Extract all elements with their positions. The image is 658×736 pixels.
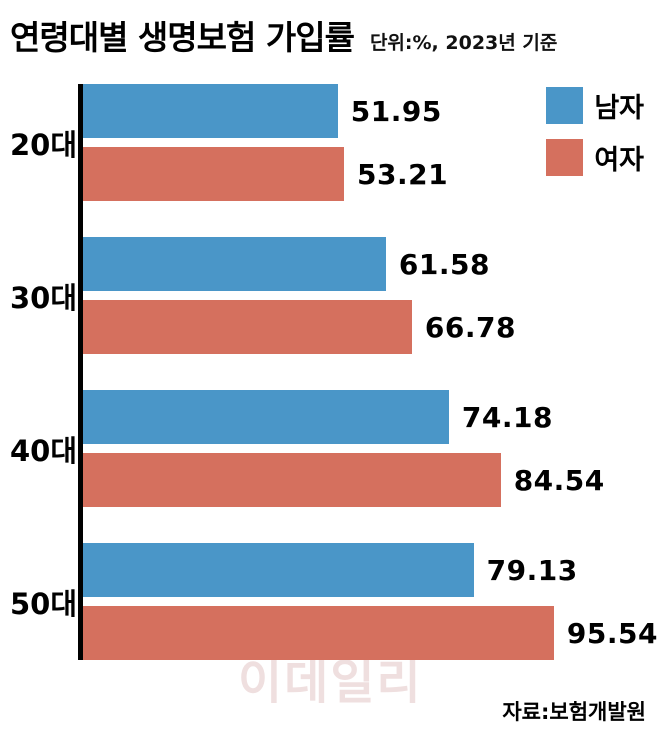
category-label: 50대 <box>10 586 78 621</box>
category-label: 30대 <box>10 280 78 315</box>
bar-row: 53.21 <box>78 147 658 201</box>
bar-row: 84.54 <box>78 453 658 507</box>
legend-label: 여자 <box>594 145 644 176</box>
chart-group-50: 50대 79.13 95.54 <box>8 543 658 660</box>
bar-pair: 74.18 84.54 <box>78 390 658 507</box>
bar-pair: 61.58 66.78 <box>78 237 658 354</box>
category-label: 40대 <box>10 433 78 468</box>
bar-female-group2 <box>78 453 501 507</box>
bar-female-group1 <box>78 300 412 354</box>
unit-note: 단위:%, 2023년 기준 <box>369 32 558 54</box>
bar-male-group2 <box>78 390 449 444</box>
value-label: 66.78 <box>424 310 516 344</box>
legend-swatch-female <box>546 139 584 176</box>
legend-label: 남자 <box>594 93 644 124</box>
bar-row: 79.13 <box>78 543 658 597</box>
bar-male-group1 <box>78 237 386 291</box>
bar-male-group3 <box>78 543 474 597</box>
chart-group-30: 30대 61.58 66.78 <box>8 237 658 354</box>
value-label: 51.95 <box>350 94 442 128</box>
bar-female-group0 <box>78 147 345 201</box>
bar-row: 51.95 <box>78 84 658 138</box>
y-axis-line <box>78 84 83 660</box>
source-note: 자료:보험개발원 <box>502 700 646 724</box>
value-label: 74.18 <box>461 400 553 434</box>
bar-chart: 20대 51.95 53.21 30대 61.58 66.78 40대 74.18 84.54 5… <box>8 84 658 660</box>
bar-female-group3 <box>78 606 554 660</box>
legend-item-male: 남자 <box>546 86 644 125</box>
bar-pair: 51.95 53.21 <box>78 84 658 201</box>
chart-groups: 20대 51.95 53.21 30대 61.58 66.78 40대 74.18 84.54 5… <box>8 84 658 660</box>
chart-group-20: 20대 51.95 53.21 <box>8 84 658 201</box>
legend-swatch-male <box>546 87 584 124</box>
chart-group-40: 40대 74.18 84.54 <box>8 390 658 507</box>
bar-male-group0 <box>78 84 338 138</box>
bar-pair: 79.13 95.54 <box>78 543 658 660</box>
value-label: 79.13 <box>486 553 578 587</box>
value-label: 53.21 <box>357 157 449 191</box>
legend-item-female: 여자 <box>546 138 644 177</box>
bar-row: 74.18 <box>78 390 658 444</box>
chart-title: 연령대별 생명보험 가입률 <box>10 18 355 57</box>
value-label: 84.54 <box>513 463 605 497</box>
chart-header: 연령대별 생명보험 가입률 단위:%, 2023년 기준 <box>0 0 658 60</box>
bar-row: 66.78 <box>78 300 658 354</box>
category-label: 20대 <box>10 127 78 162</box>
value-label: 61.58 <box>398 247 490 281</box>
bar-row: 95.54 <box>78 606 658 660</box>
value-label: 95.54 <box>566 616 658 650</box>
bar-row: 61.58 <box>78 237 658 291</box>
